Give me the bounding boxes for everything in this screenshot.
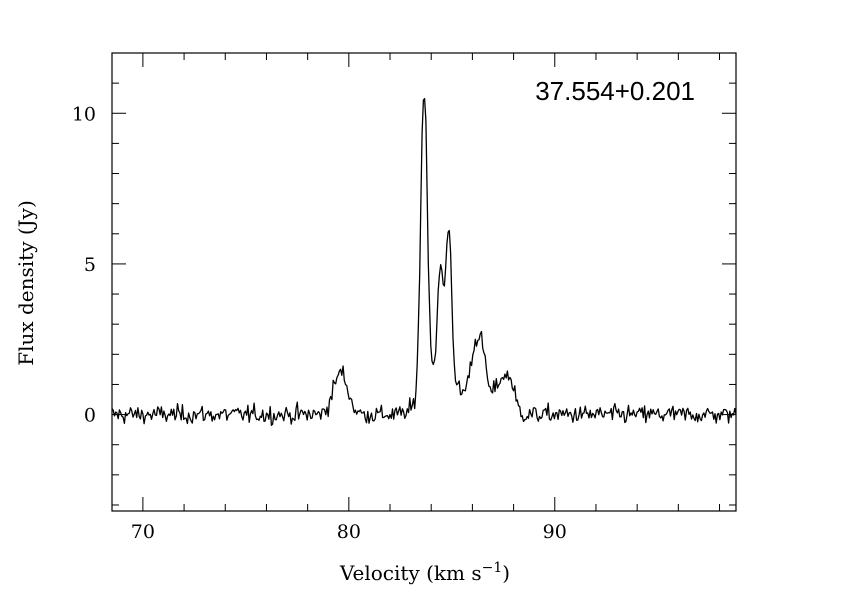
y-tick-label: 5 (84, 254, 96, 276)
plot-frame (111, 52, 737, 512)
x-axis-title-close: ) (502, 561, 510, 585)
x-tick-label: 80 (337, 521, 361, 543)
x-tick-label: 90 (543, 521, 567, 543)
plot-border (111, 52, 737, 512)
tick-labels: 70 80 90 0 5 10 (72, 103, 567, 543)
axis-ticks (112, 52, 736, 511)
spectrum-series-line (111, 97, 737, 426)
x-tick-label: 70 (131, 521, 155, 543)
x-axis-title-superscript: −1 (482, 560, 503, 576)
y-tick-label: 10 (72, 103, 96, 125)
x-axis-title-main: Velocity (km s (339, 561, 482, 585)
x-axis-title: Velocity (km s−1) (339, 560, 510, 585)
source-name-annotation: 37.554+0.201 (535, 76, 695, 106)
y-tick-label: 0 (84, 405, 96, 427)
y-axis-title: Flux density (Jy) (14, 200, 38, 366)
